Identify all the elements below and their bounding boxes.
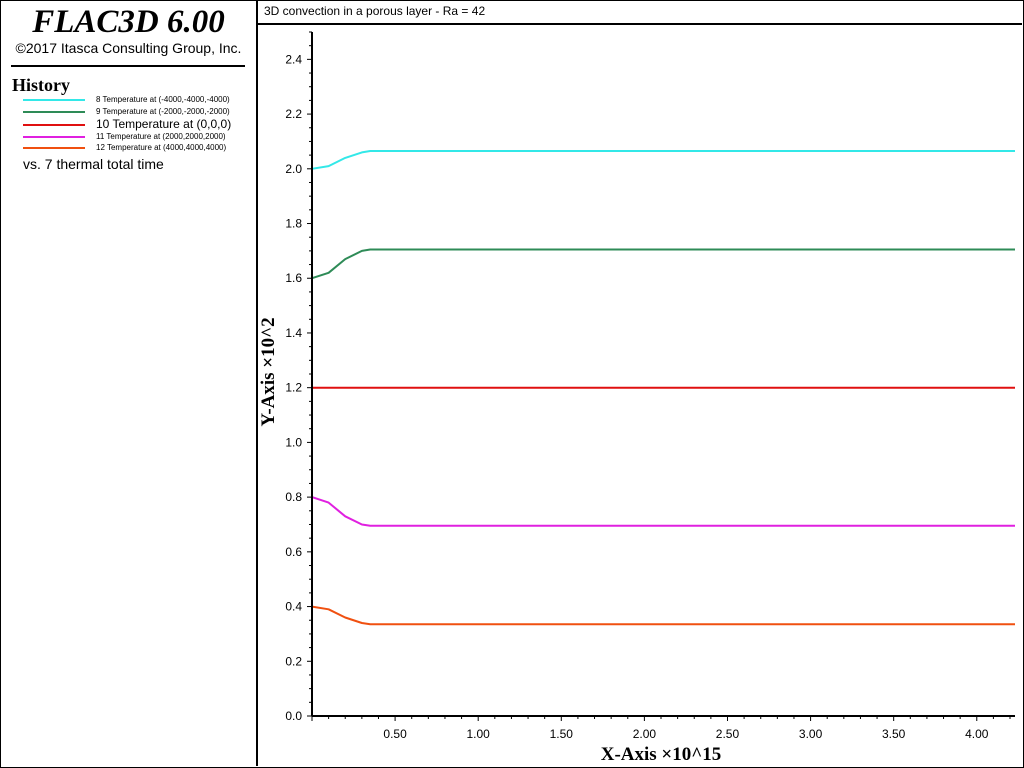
legend-label: 9 Temperature at (-2000,-2000,-2000) xyxy=(96,107,230,116)
legend-label: 11 Temperature at (2000,2000,2000) xyxy=(96,132,226,141)
x-tick-label: 0.50 xyxy=(383,727,407,741)
legend-panel: FLAC3D 6.00 ©2017 Itasca Consulting Grou… xyxy=(1,1,258,766)
y-tick-label: 1.4 xyxy=(285,326,302,340)
y-tick-label: 1.8 xyxy=(285,217,302,231)
legend-label: 8 Temperature at (-4000,-4000,-4000) xyxy=(96,95,230,104)
legend-label: 10 Temperature at (0,0,0) xyxy=(96,117,232,131)
y-tick-label: 1.0 xyxy=(285,435,302,449)
legend-swatch xyxy=(23,136,85,138)
legend-swatch xyxy=(23,111,85,113)
axes-layer: 0.0 0.2 0.4 0.6 0.8 1.0 1.2 1.4 1.6 1.8 2.0 2.2 2.4 0… xyxy=(285,31,1015,741)
plot-header: 3D convection in a porous layer - Ra = 4… xyxy=(258,1,1022,25)
series-line-4 xyxy=(311,496,1015,527)
x-tick-label: 3.00 xyxy=(799,727,823,741)
y-tick-label: 0.6 xyxy=(285,545,302,559)
plot-title: 3D convection in a porous layer - Ra = 4… xyxy=(264,4,486,18)
y-tick-label: 0.4 xyxy=(285,600,302,614)
y-tick-label: 1.6 xyxy=(285,271,302,285)
y-tick-label: 0.8 xyxy=(285,490,302,504)
x-variable-label: vs. 7 thermal total time xyxy=(23,156,164,172)
x-tick-label: 2.50 xyxy=(716,727,740,741)
title-divider xyxy=(11,65,245,67)
series-layer xyxy=(311,150,1015,626)
app-title: FLAC3D 6.00 xyxy=(32,4,225,40)
x-tick-label: 4.00 xyxy=(965,727,989,741)
y-tick-label: 2.2 xyxy=(285,107,302,121)
legend-swatch xyxy=(23,124,85,126)
legend-swatch xyxy=(23,147,85,149)
x-axis-title: X-Axis ×10^15 xyxy=(601,744,722,765)
x-tick-label: 3.50 xyxy=(882,727,906,741)
x-tick-label: 2.00 xyxy=(633,727,657,741)
legend-label: 12 Temperature at (4000,4000,4000) xyxy=(96,143,227,152)
y-tick-label: 0.0 xyxy=(285,709,302,723)
legend-swatch xyxy=(23,99,85,101)
series-line-2 xyxy=(311,248,1015,280)
y-tick-label: 0.2 xyxy=(285,654,302,668)
y-tick-label: 2.4 xyxy=(285,52,302,66)
legend-heading: History xyxy=(12,75,70,95)
y-tick-label: 2.0 xyxy=(285,162,302,176)
x-tick-label: 1.50 xyxy=(550,727,574,741)
y-tick-label: 1.2 xyxy=(285,381,302,395)
copyright-text: ©2017 Itasca Consulting Group, Inc. xyxy=(15,40,242,56)
series-line-5 xyxy=(311,605,1015,626)
y-axis-title: Y-Axis ×10^2 xyxy=(258,317,279,426)
x-tick-label: 1.00 xyxy=(467,727,491,741)
series-line-1 xyxy=(311,150,1015,170)
